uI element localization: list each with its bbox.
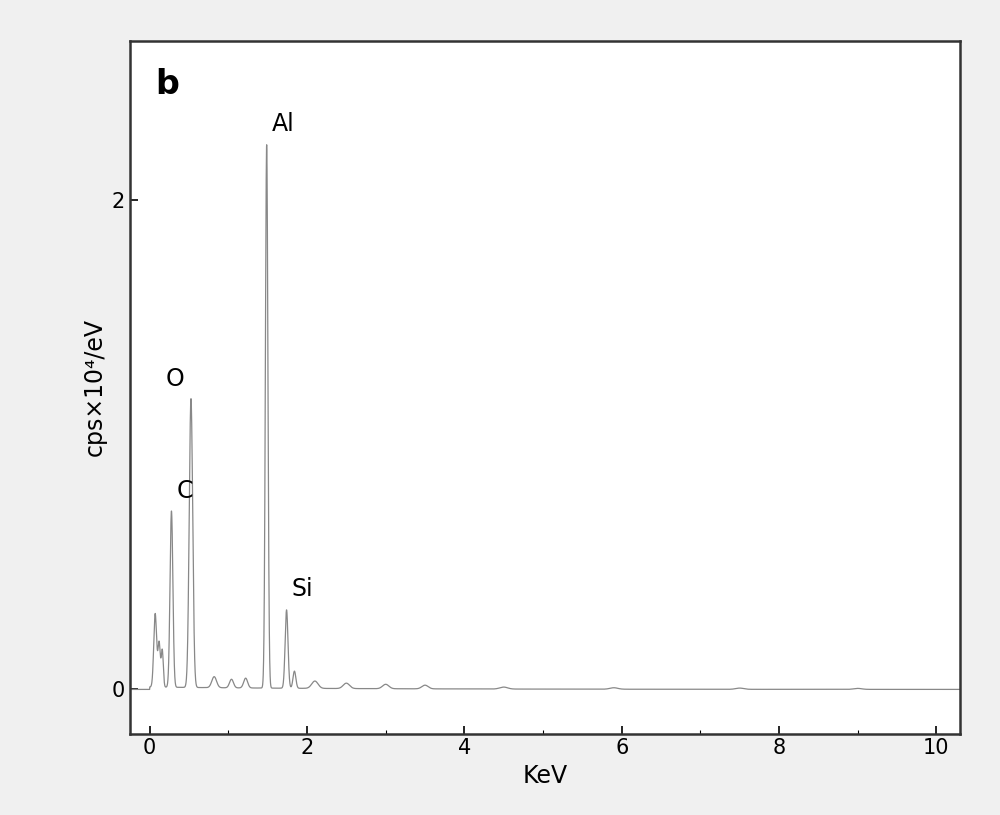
Text: Al: Al [271, 112, 294, 136]
Y-axis label: cps×10⁴/eV: cps×10⁴/eV [82, 318, 106, 456]
Text: O: O [166, 367, 185, 391]
Text: Si: Si [291, 577, 313, 601]
Text: C: C [176, 479, 193, 504]
Text: b: b [155, 68, 179, 101]
X-axis label: KeV: KeV [522, 764, 568, 788]
